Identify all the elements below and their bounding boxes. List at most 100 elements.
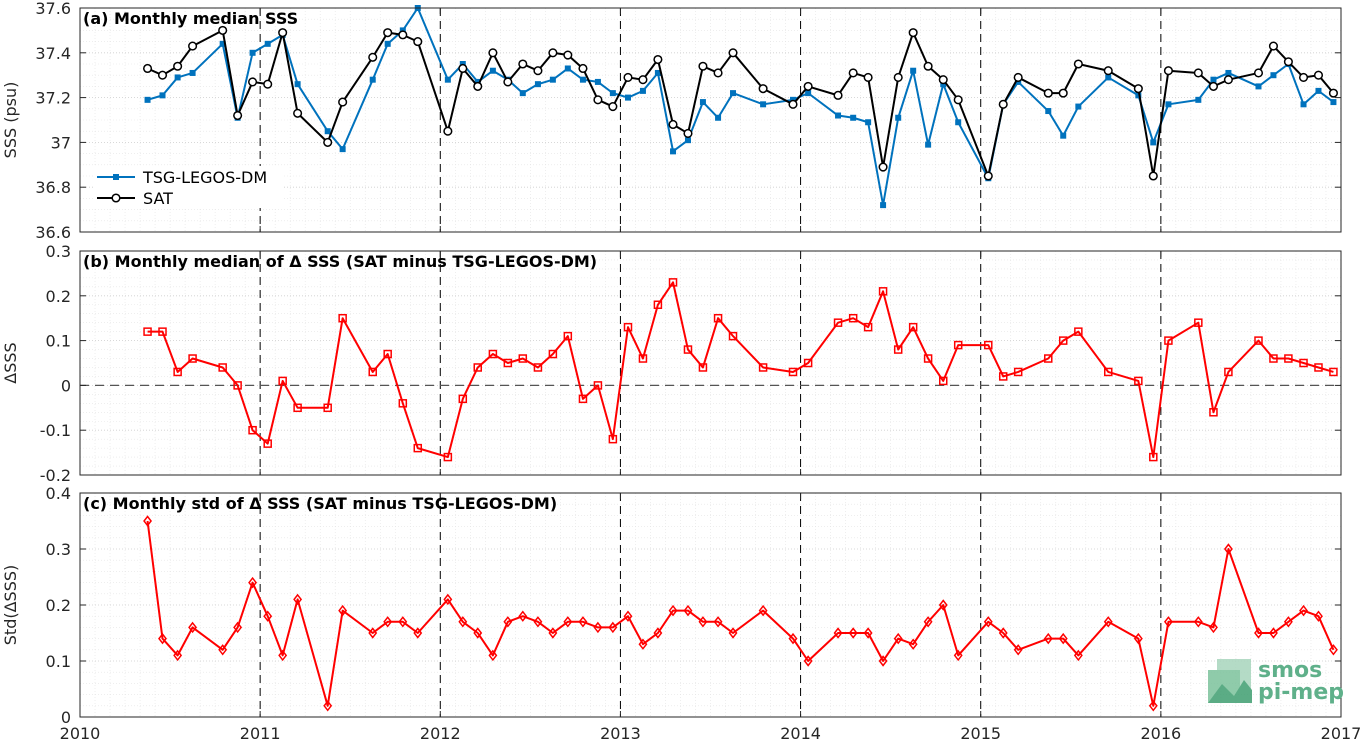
panel-b-series-0-point (368, 367, 377, 377)
panel-b-series-0-point (218, 363, 227, 372)
panel-c-y-tick-label: 0.2 (46, 596, 71, 615)
panel-b-series-0-point (758, 363, 768, 372)
panel-b-series-0-point (848, 313, 858, 323)
panel-a-y-tick-label: 37.6 (35, 0, 71, 18)
panel-c-series-0-point (878, 655, 888, 667)
panel-a-series-sat-point (218, 25, 228, 35)
panel-c-series-0-point (953, 649, 963, 662)
panel-a-series-sat-point (503, 77, 513, 87)
panel-c-title: (c) Monthly std of Δ SSS (SAT minus TSG-… (83, 494, 557, 513)
panel-a-series-tsg-legos-dm-point (549, 76, 556, 83)
panel-a-series-sat-point (263, 79, 273, 89)
panel-a-series-tsg-legos-dm-point (850, 114, 857, 121)
panel-c-monthly-std-delta-sss: 0 0.1 0.2 0.3 0.4 2010 2011 2012 2013 2014 2015 201… (1, 484, 1361, 743)
panel-b-series-0-point (1224, 367, 1233, 377)
panel-a-series-tsg-legos-dm-point (760, 101, 767, 108)
panel-c-series-0-point (923, 616, 933, 628)
panel-a-series-tsg-legos-dm-point (624, 94, 631, 101)
panel-b-series-0-point (608, 434, 618, 444)
panel-c-series-0-point (1328, 644, 1338, 656)
panel-b-series-0-point (1013, 367, 1023, 377)
panel-c-x-tick-label: 2016 (1140, 724, 1181, 743)
panel-a-series-tsg-legos-dm-point (925, 141, 932, 148)
panel-a-legend-marker-1 (111, 193, 121, 203)
panel-c-x-tick-label: 2014 (780, 724, 821, 743)
panel-b-series-0-point (1044, 354, 1053, 363)
panel-a-series-sat-point (623, 72, 633, 82)
panel-a-series-sat-point (1193, 68, 1203, 78)
panel-a-series-sat-point (758, 84, 768, 94)
panel-a-series-sat-point (1208, 81, 1219, 91)
panel-c-series-0-point (1148, 700, 1158, 712)
panel-a-series-sat-point (1133, 84, 1143, 94)
panel-a-series-sat-point (998, 99, 1008, 109)
panel-b-series-0-point (593, 381, 603, 390)
panel-a-series-sat-point (323, 137, 333, 147)
panel-a-series-sat-point (983, 171, 993, 181)
panel-c-y-tick-label: 0.3 (46, 540, 71, 559)
panel-a-series-tsg-legos-dm-point (684, 137, 691, 144)
panel-a-series-tsg-legos-dm-point (1195, 96, 1202, 103)
panel-a-series-tsg-legos-dm-point (159, 92, 166, 99)
panel-b-series-0-point (1149, 452, 1158, 462)
panel-a-series-sat-point (1013, 72, 1023, 82)
panel-b-series-0-point (563, 331, 573, 341)
panel-a-series-tsg-legos-dm-point (519, 90, 526, 97)
panel-a-series-sat-point (278, 28, 288, 38)
panel-c-series-0-point (638, 638, 648, 650)
panel-a-series-sat-point (518, 59, 528, 69)
panel-a-series-tsg-legos-dm-point (444, 76, 451, 83)
panel-a-series-sat-point (1253, 68, 1264, 78)
panel-c-series-0-point (293, 593, 303, 606)
panel-c-series-0-point (338, 604, 348, 617)
panel-c-series-0-point (713, 616, 723, 628)
panel-c-series-0-point (1223, 543, 1233, 555)
panel-a-series-tsg-legos-dm-point (264, 40, 271, 47)
panel-a-series-tsg-legos-dm-point (174, 74, 181, 81)
panel-a-series-tsg-legos-dm-point (1300, 101, 1307, 108)
panel-c-series-0-point (368, 627, 378, 639)
panel-b-series-0-point (488, 349, 498, 359)
panel-a-series-tsg-legos-dm-point (1165, 101, 1172, 108)
panel-c-series-0-point (518, 610, 528, 622)
panel-a-series-sat-point (833, 90, 843, 100)
panel-b-series-0-point (443, 452, 453, 462)
panel-a-series-sat-point (953, 95, 963, 105)
panel-c-series-0-point (323, 700, 333, 712)
panel-b-series-0-point (833, 318, 843, 327)
panel-b-series-0-point (1209, 408, 1218, 417)
panel-b-series-0-point (518, 354, 528, 363)
panel-a-legend-label-0: TSG-LEGOS-DM (142, 168, 267, 187)
panel-a-series-tsg-legos-dm-point (835, 112, 842, 119)
panel-a-series-sat-point (188, 41, 198, 51)
panel-a-series-tsg-legos-dm-point (219, 40, 226, 47)
panel-c-series-0-point (248, 576, 258, 589)
panel-a-series-sat-point (638, 75, 648, 85)
panel-a-series-sat-point (1268, 41, 1278, 51)
panel-a-series-sat-point (563, 50, 573, 60)
panel-a-series-tsg-legos-dm-point (489, 67, 496, 74)
panel-c-series-0-point (848, 627, 858, 639)
panel-a-y-tick-label: 37.2 (35, 89, 71, 108)
panel-c-series-0-point (1283, 616, 1293, 628)
panel-b-series-0-point (1284, 354, 1293, 363)
panel-a-series-tsg-legos-dm-point (579, 76, 586, 83)
panel-a-series-sat-point (1043, 88, 1053, 98)
panel-c-series-0-point (668, 604, 678, 617)
panel-b-series-0-point (984, 340, 993, 350)
panel-a-series-tsg-legos-dm-point (1105, 74, 1112, 81)
panel-a-series-sat-point (1313, 70, 1324, 80)
panel-a-series-sat-point (713, 68, 723, 78)
panel-c-series-0-point (893, 632, 903, 645)
panel-b-axes-frame (79, 250, 1342, 476)
panel-b-series-0-point (338, 313, 347, 323)
panel-a-series-sat-point (788, 99, 798, 109)
panel-c-series-0-point (593, 621, 603, 634)
panel-b-series-0-point (728, 331, 738, 341)
panel-b-series-0-point (188, 354, 197, 363)
panel-a-title: (a) Monthly median SSS (83, 9, 298, 28)
panel-c-series-0-point (503, 616, 513, 628)
panel-a-series-tsg-legos-dm-point (339, 146, 346, 153)
panel-a-series-tsg-legos-dm-point (324, 128, 331, 135)
panel-c-series-0-point (803, 655, 813, 667)
